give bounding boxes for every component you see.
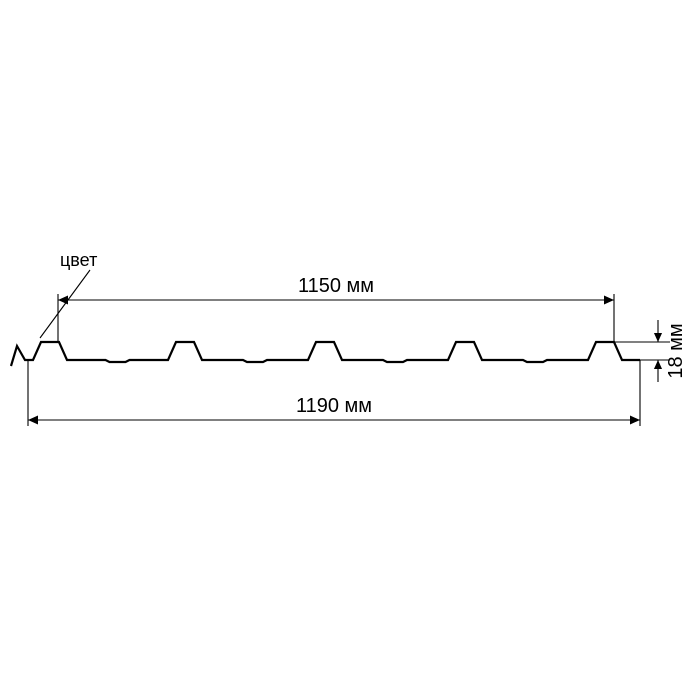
dimension-label: 18 мм [665,323,687,378]
dimension-label: 1150 мм [298,275,374,297]
dimension-label: 1190 мм [296,395,372,417]
callout-label: цвет [60,250,97,270]
profile-diagram: 1150 мм 1190 мм 18 мм цвет [0,0,700,700]
